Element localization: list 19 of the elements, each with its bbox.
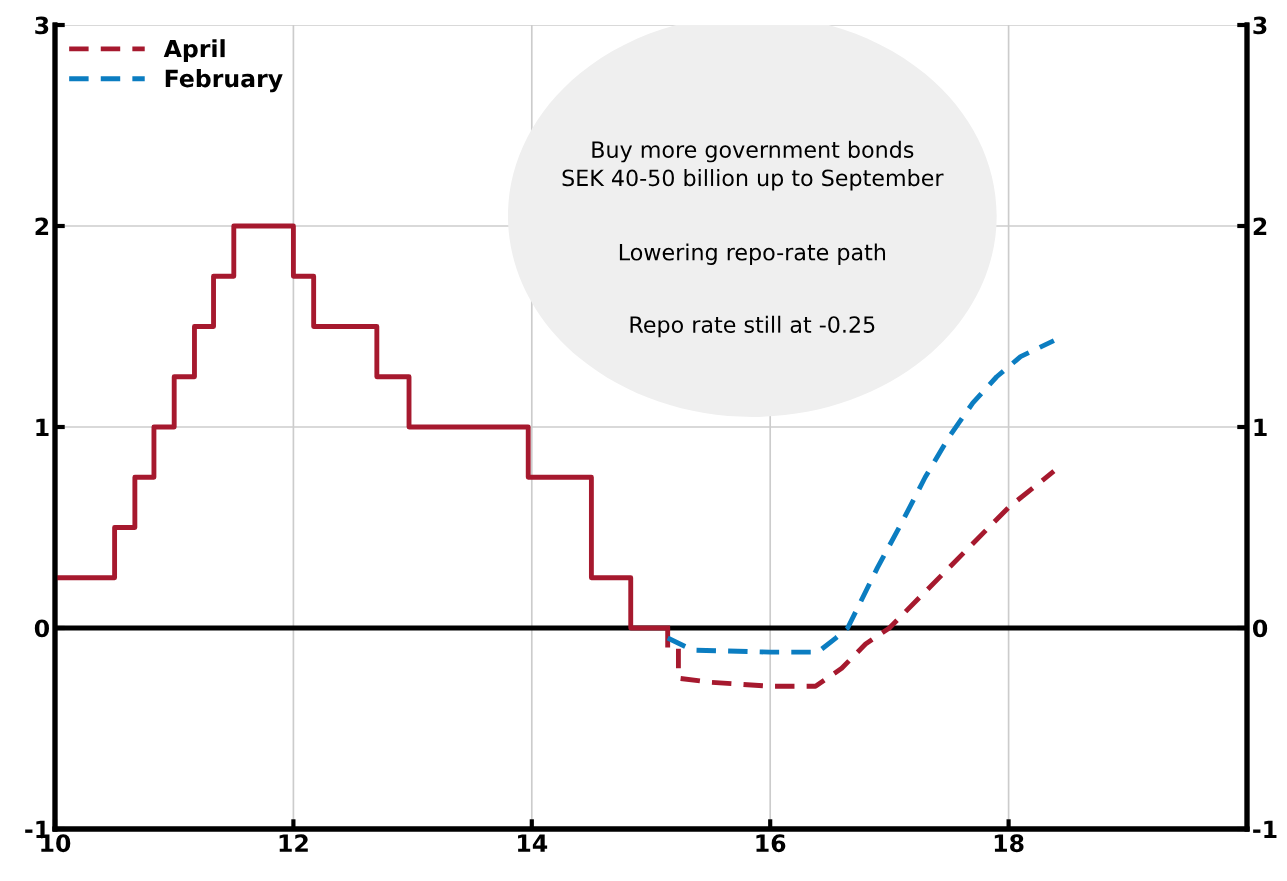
annotation: Repo rate still at -0.25 xyxy=(630,315,875,338)
annotation: Lowering repo-rate path xyxy=(619,243,886,265)
y2-tick-label: 2 xyxy=(1253,217,1267,235)
y-tick-label: 2 xyxy=(35,217,49,235)
legend-label: April xyxy=(163,39,225,63)
y2-tick-label: 3 xyxy=(1253,16,1267,35)
y2-tick-label: 1 xyxy=(1254,418,1267,436)
y-tick-label: 3 xyxy=(35,16,49,35)
x-tick-label: 14 xyxy=(518,834,548,852)
y-tick-label: 0 xyxy=(34,619,50,638)
y-tick-label: 1 xyxy=(36,418,49,436)
x-tick-label: 16 xyxy=(756,834,786,853)
legend-label: February xyxy=(165,69,283,93)
y2-tick-label: 0 xyxy=(1252,619,1268,638)
x-tick-label: 18 xyxy=(994,834,1024,853)
y2-tick-label: -1 xyxy=(1253,820,1277,838)
line-series xyxy=(665,338,1057,655)
x-tick-label: 12 xyxy=(279,834,308,852)
annotation: Buy more government bonds SEK 40-50 billion up to September xyxy=(562,140,944,191)
